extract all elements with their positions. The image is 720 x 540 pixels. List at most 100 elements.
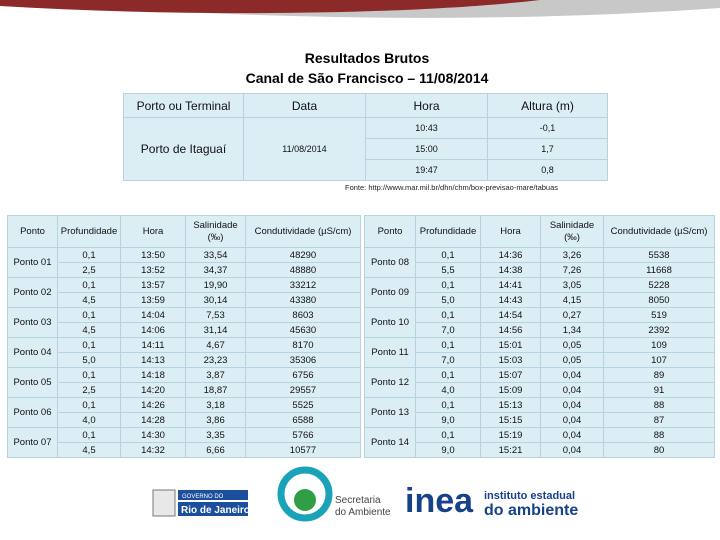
- point-cell: Ponto 07: [7, 427, 58, 458]
- cell: 14:43: [480, 292, 541, 308]
- column-header: Hora: [120, 215, 186, 248]
- cell: 0,04: [540, 397, 604, 413]
- cell: 14:30: [120, 427, 186, 443]
- swoosh-red: [0, 0, 540, 14]
- rj-band: [178, 502, 248, 516]
- cell: 13:50: [120, 247, 186, 263]
- column-header: Data: [243, 93, 366, 118]
- cell: 14:32: [120, 442, 186, 458]
- cell: 0,1: [57, 427, 121, 443]
- cell: 4,0: [415, 382, 481, 398]
- cell: 14:28: [120, 412, 186, 428]
- cell: 3,87: [185, 367, 246, 383]
- cell: 4,5: [57, 322, 121, 338]
- cell: 80: [603, 442, 715, 458]
- row: Ponto 10 0,1 14:54 0,27 519: [364, 307, 715, 338]
- cell: 0,1: [415, 247, 481, 263]
- point-cell: Ponto 01: [7, 247, 58, 278]
- cell: 0,27: [540, 307, 604, 323]
- column-header: Profundidade: [57, 215, 121, 248]
- cell: 4,15: [540, 292, 604, 308]
- cell: 15:00: [365, 138, 488, 160]
- row: 4,0 15:09 0,04 91: [365, 382, 715, 398]
- cell: 4,5: [57, 442, 121, 458]
- column-header: Hora: [365, 93, 488, 118]
- row: Ponto 09 0,1 14:41 3,05 5228: [364, 277, 715, 308]
- cell: 10577: [245, 442, 361, 458]
- cell: 30,14: [185, 292, 246, 308]
- cell: 14:56: [480, 322, 541, 338]
- row: Ponto 03 0,1 14:04 7,53 8603: [7, 307, 361, 338]
- cell: 14:41: [480, 277, 541, 293]
- row: 4,5 14:06 31,14 45630: [8, 322, 361, 338]
- cell: 0,04: [540, 367, 604, 383]
- row: 9,0 15:21 0,04 80: [365, 442, 715, 458]
- cell: 4,67: [185, 337, 246, 353]
- column-header: Condutividade (µS/cm): [603, 215, 715, 248]
- cell: 33,54: [185, 247, 246, 263]
- cell: 2,5: [57, 262, 121, 278]
- inea-text: instituto estadual: [484, 490, 575, 502]
- column-header: Salinidade (‰): [540, 215, 604, 248]
- cell: 109: [603, 337, 715, 353]
- row: 15:00 1,7: [124, 138, 608, 160]
- row: Ponto 04 0,1 14:11 4,67 8170: [7, 337, 361, 368]
- cell: 15:09: [480, 382, 541, 398]
- cell: 11668: [603, 262, 715, 278]
- point-cell: Ponto 04: [7, 337, 58, 368]
- row: Ponto 07 0,1 14:30 3,35 5766: [7, 427, 361, 458]
- cell: 14:26: [120, 397, 186, 413]
- row: 5,0 14:13 23,23 35306: [8, 352, 361, 368]
- sea-text: Secretaria: [335, 495, 381, 506]
- cell: 14:11: [120, 337, 186, 353]
- cell: 5766: [245, 427, 361, 443]
- cell: 0,1: [415, 367, 481, 383]
- port-cell: Porto de Itaguaí: [123, 117, 244, 181]
- cell: 9,0: [415, 442, 481, 458]
- cell: 7,53: [185, 307, 246, 323]
- cell: 48290: [245, 247, 361, 263]
- inea-logo: inea: [405, 482, 474, 520]
- cell: 3,18: [185, 397, 246, 413]
- column-header: Altura (m): [487, 93, 608, 118]
- row: Ponto 01 0,1 13:50 33,54 48290: [7, 247, 361, 278]
- cell: 19,90: [185, 277, 246, 293]
- cell: 2392: [603, 322, 715, 338]
- cell: 5,5: [415, 262, 481, 278]
- row: 2,5 13:52 34,37 48880: [8, 262, 361, 278]
- logos: GOVERNO DO Rio de Janeiro Secretaria do …: [152, 466, 578, 522]
- cell: 14:20: [120, 382, 186, 398]
- cell: 8050: [603, 292, 715, 308]
- cell: 3,86: [185, 412, 246, 428]
- point-cell: Ponto 14: [364, 427, 416, 458]
- cell: 15:03: [480, 352, 541, 368]
- row: 5,0 14:43 4,15 8050: [365, 292, 715, 308]
- cell: 88: [603, 397, 715, 413]
- point-cell: Ponto 08: [364, 247, 416, 278]
- row: Porto de Itaguaí 11/08/2014 10:43 -0,1: [123, 117, 608, 181]
- cell: 23,23: [185, 352, 246, 368]
- cell: 2,5: [57, 382, 121, 398]
- row: Ponto 14 0,1 15:19 0,04 88: [364, 427, 715, 458]
- cell: 5538: [603, 247, 715, 263]
- column-header: Profundidade: [415, 215, 481, 248]
- cell: 0,04: [540, 442, 604, 458]
- row: Ponto 05 0,1 14:18 3,87 6756: [7, 367, 361, 398]
- cell: 7,0: [415, 352, 481, 368]
- cell: 3,05: [540, 277, 604, 293]
- row: 4,5 14:32 6,66 10577: [8, 442, 361, 458]
- cell: 34,37: [185, 262, 246, 278]
- point-cell: Ponto 10: [364, 307, 416, 338]
- cell: 7,0: [415, 322, 481, 338]
- cell: 3,26: [540, 247, 604, 263]
- cell: 1,34: [540, 322, 604, 338]
- cell: 1,7: [487, 138, 608, 160]
- cell: 15:07: [480, 367, 541, 383]
- point-cell: Ponto 06: [7, 397, 58, 428]
- cell: 0,1: [415, 427, 481, 443]
- cell: 31,14: [185, 322, 246, 338]
- point-cell: Ponto 11: [364, 337, 416, 368]
- title: Resultados Brutos: [304, 50, 430, 66]
- cell: 29557: [245, 382, 361, 398]
